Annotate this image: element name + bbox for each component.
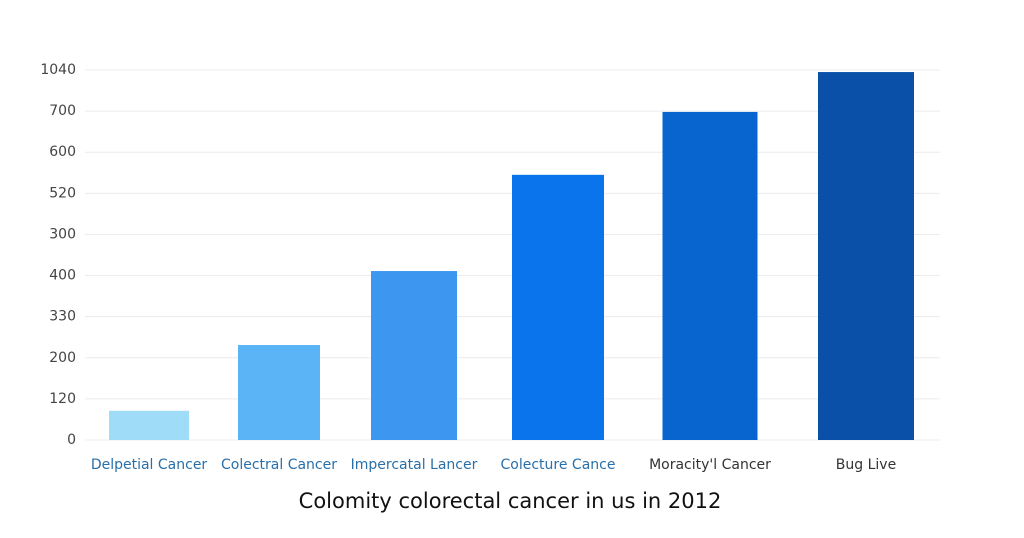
x-tick-label: Bug Live (836, 457, 896, 473)
bar (109, 410, 189, 440)
chart-title: Colomity colorectal cancer in us in 2012 (299, 489, 722, 513)
y-tick-label: 200 (49, 350, 76, 366)
x-tick-label: Delpetial Cancer (91, 457, 208, 473)
y-tick-label: 1040 (40, 62, 76, 78)
y-tick-label: 330 (49, 309, 76, 325)
y-tick-label: 600 (49, 144, 76, 160)
y-tick-label: 400 (49, 268, 76, 284)
bar (662, 111, 758, 440)
bar (371, 271, 457, 440)
bar (238, 345, 320, 440)
y-tick-label: 120 (49, 391, 76, 407)
y-tick-label: 520 (49, 185, 76, 201)
x-tick-label: Colecture Cance (501, 457, 616, 473)
y-tick-label: 0 (67, 432, 76, 448)
y-tick-label: 300 (49, 226, 76, 242)
bar (818, 72, 914, 441)
bar (512, 174, 604, 441)
x-tick-label: Colectral Cancer (221, 457, 337, 473)
x-tick-label: Moracity'l Cancer (649, 457, 771, 473)
x-tick-label: Impercatal Lancer (351, 457, 478, 473)
y-tick-label: 700 (49, 103, 76, 119)
